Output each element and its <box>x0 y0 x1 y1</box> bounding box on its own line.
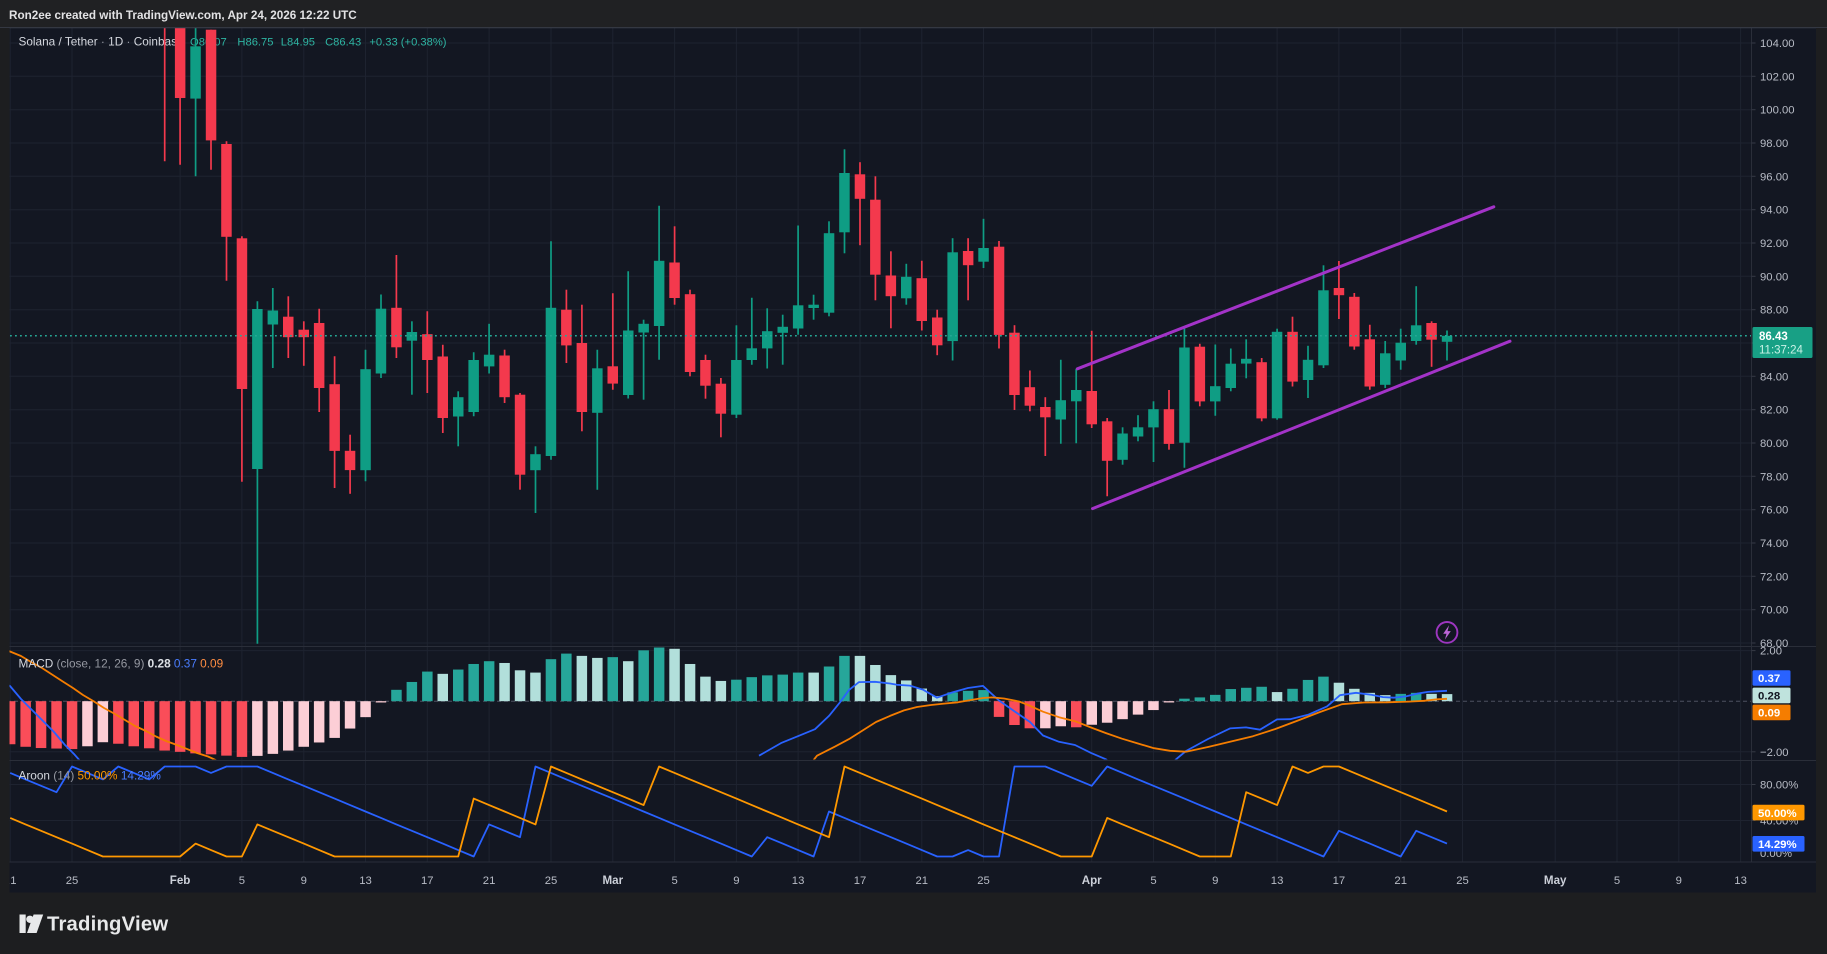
svg-text:5: 5 <box>239 875 245 887</box>
svg-text:80.00%: 80.00% <box>1760 780 1798 792</box>
svg-text:25: 25 <box>977 875 990 887</box>
svg-text:5: 5 <box>671 875 677 887</box>
svg-text:100.00: 100.00 <box>1760 105 1795 117</box>
svg-text:82.00: 82.00 <box>1760 405 1788 417</box>
svg-text:17: 17 <box>1333 875 1346 887</box>
svg-text:9: 9 <box>733 875 739 887</box>
svg-text:25: 25 <box>1456 875 1469 887</box>
svg-text:104.00: 104.00 <box>1760 38 1795 50</box>
svg-text:96.00: 96.00 <box>1760 171 1788 183</box>
svg-text:50.00%: 50.00% <box>1758 808 1797 820</box>
svg-text:−2.00: −2.00 <box>1760 747 1789 759</box>
svg-text:Mar: Mar <box>602 874 623 887</box>
svg-text:Ron2ee created with TradingVie: Ron2ee created with TradingView.com, Apr… <box>9 9 357 22</box>
svg-text:0.09: 0.09 <box>1758 708 1780 720</box>
svg-text:92.00: 92.00 <box>1760 238 1788 250</box>
svg-text:11:37:24: 11:37:24 <box>1759 345 1804 357</box>
svg-text:TradingView: TradingView <box>47 914 168 936</box>
svg-text:86.43: 86.43 <box>1759 331 1788 343</box>
svg-text:80.00: 80.00 <box>1760 438 1788 450</box>
svg-text:May: May <box>1544 874 1567 887</box>
svg-text:MACD (close, 12, 26, 9) 0.28: MACD (close, 12, 26, 9) 0.28 0.37 0.09 <box>19 657 224 671</box>
svg-text:21: 21 <box>483 875 496 887</box>
svg-text:Solana / Tether · 1D · Coinbas: Solana / Tether · 1D · Coinbase <box>19 35 184 49</box>
svg-text:25: 25 <box>545 875 558 887</box>
svg-text:88.00: 88.00 <box>1760 305 1788 317</box>
svg-text:0.37: 0.37 <box>1758 673 1780 685</box>
svg-text:78.00: 78.00 <box>1760 471 1788 483</box>
svg-text:5: 5 <box>1150 875 1156 887</box>
svg-text:13: 13 <box>359 875 372 887</box>
svg-text:21: 21 <box>916 875 929 887</box>
svg-text:14.29%: 14.29% <box>1758 839 1797 851</box>
svg-text:72.00: 72.00 <box>1760 571 1788 583</box>
svg-text:74.00: 74.00 <box>1760 538 1788 550</box>
svg-text:102.00: 102.00 <box>1760 71 1795 83</box>
svg-text:Feb: Feb <box>170 874 191 887</box>
svg-text:2.00: 2.00 <box>1760 646 1782 658</box>
svg-text:98.00: 98.00 <box>1760 138 1788 150</box>
svg-text:21: 21 <box>1394 875 1407 887</box>
svg-text:9: 9 <box>1676 875 1682 887</box>
svg-text:68.00: 68.00 <box>1760 638 1788 650</box>
svg-text:Apr: Apr <box>1082 874 1102 887</box>
svg-text:9: 9 <box>301 875 307 887</box>
svg-text:5: 5 <box>1614 875 1620 887</box>
svg-text:13: 13 <box>1271 875 1284 887</box>
svg-text:Aroon (14) 50.00% 14.29%: Aroon (14) 50.00% 14.29% <box>19 769 162 783</box>
svg-text:0.28: 0.28 <box>1758 691 1780 703</box>
svg-text:17: 17 <box>854 875 867 887</box>
svg-text:13: 13 <box>792 875 805 887</box>
svg-text:90.00: 90.00 <box>1760 271 1788 283</box>
svg-text:84.00: 84.00 <box>1760 371 1788 383</box>
svg-text:94.00: 94.00 <box>1760 205 1788 217</box>
svg-text:13: 13 <box>1734 875 1747 887</box>
svg-text:70.00: 70.00 <box>1760 605 1788 617</box>
svg-text:25: 25 <box>66 875 79 887</box>
svg-text:76.00: 76.00 <box>1760 505 1788 517</box>
svg-text:9: 9 <box>1212 875 1218 887</box>
svg-text:17: 17 <box>421 875 434 887</box>
